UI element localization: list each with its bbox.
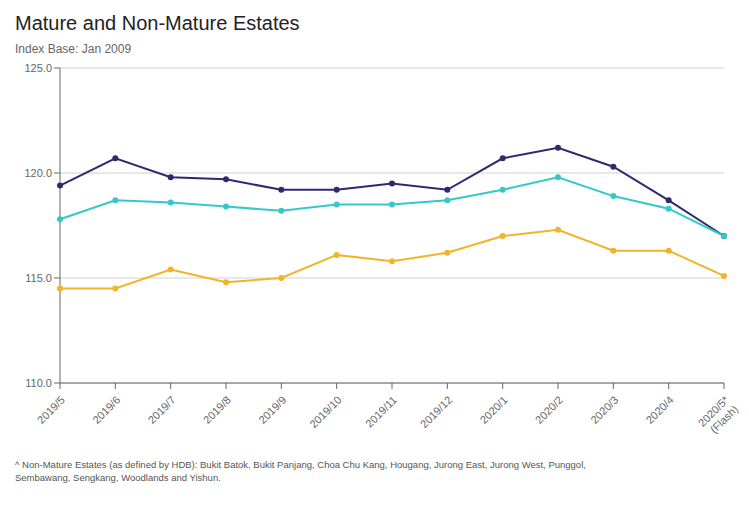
html-text:^ Non-Mature Estates (as defin: ^ Non-Mature Estates (as defined by HDB)…	[15, 459, 586, 470]
svg-text:2020/2: 2020/2	[533, 394, 565, 426]
svg-text:2020/1: 2020/1	[477, 394, 509, 426]
svg-text:2019/9: 2019/9	[256, 394, 288, 426]
svg-text:120.0: 120.0	[24, 167, 52, 179]
svg-text:2019/7: 2019/7	[145, 394, 177, 426]
svg-text:2020/4: 2020/4	[643, 394, 675, 426]
svg-text:2019/8: 2019/8	[201, 394, 233, 426]
svg-text:2019/12: 2019/12	[418, 394, 455, 431]
svg-text:2019/10: 2019/10	[307, 394, 344, 431]
html-text:Mature and Non-Mature Estates: Mature and Non-Mature Estates	[15, 12, 300, 34]
svg-text:115.0: 115.0	[25, 272, 52, 284]
svg-text:2019/5: 2019/5	[35, 394, 67, 426]
svg-text:2020/3: 2020/3	[588, 394, 620, 426]
svg-text:2020/5*(Flash): 2020/5*(Flash)	[696, 393, 741, 438]
svg-text:125.0: 125.0	[24, 62, 52, 74]
html-text:Sembawang, Sengkang, Woodlands: Sembawang, Sengkang, Woodlands and Yishu…	[15, 472, 221, 483]
svg-text:2019/11: 2019/11	[363, 394, 399, 430]
svg-text:2019/6: 2019/6	[90, 394, 122, 426]
html-text:Index Base: Jan 2009: Index Base: Jan 2009	[15, 42, 132, 56]
svg-text:110.0: 110.0	[25, 377, 52, 389]
